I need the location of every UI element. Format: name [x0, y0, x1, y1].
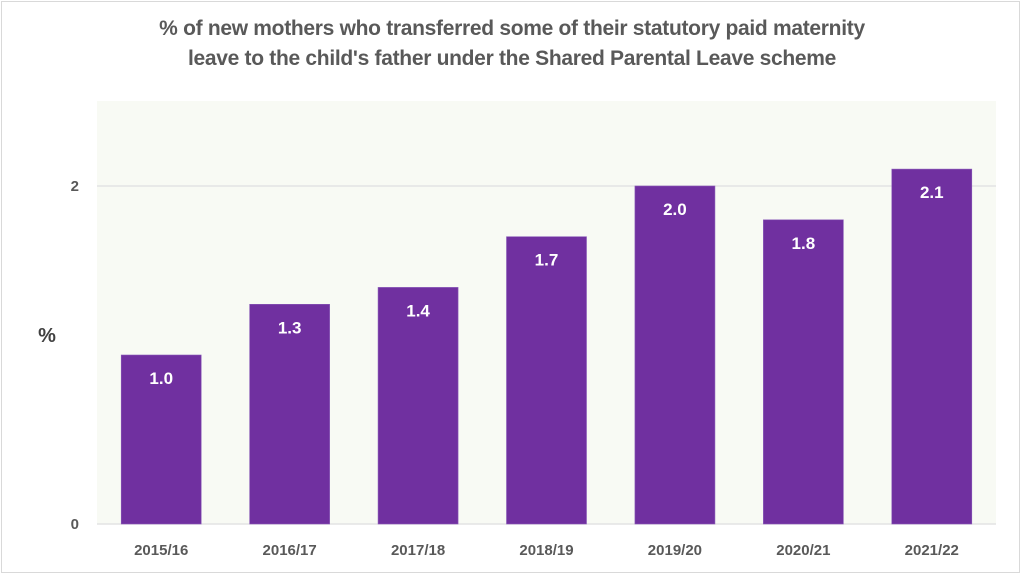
- bar-2015-16: [120, 354, 202, 525]
- bar-2016-17: [249, 303, 330, 525]
- y-axis-ticks: 02: [71, 178, 79, 533]
- data-label: 1.7: [535, 251, 559, 270]
- chart-title-line-2: leave to the child's father under the Sh…: [187, 47, 837, 70]
- data-label: 2.0: [663, 200, 687, 219]
- data-label: 1.4: [406, 301, 430, 320]
- data-label: 1.0: [149, 369, 173, 388]
- chart-title: % of new mothers who transferred some of…: [0, 14, 1024, 74]
- x-tick-label: 2016/17: [263, 542, 317, 559]
- data-labels: 1.0 1.3 1.4 1.7 2.0 1.8 2.1: [149, 183, 943, 388]
- x-tick-label: 2015/16: [134, 542, 188, 559]
- x-tick-label: 2018/19: [519, 542, 573, 559]
- data-label: 1.3: [278, 318, 302, 337]
- x-tick-label: 2020/21: [776, 542, 830, 559]
- x-tick-label: 2017/18: [391, 542, 445, 559]
- chart-title-line-1: % of new mothers who transferred some of…: [159, 17, 865, 40]
- y-axis-label: %: [38, 325, 56, 347]
- bar-2018-19: [506, 236, 587, 525]
- y-tick-label: 0: [71, 516, 79, 533]
- data-label: 2.1: [920, 183, 944, 202]
- x-axis-ticks: 2015/16 2016/17 2017/18 2018/19 2019/20 2020/…: [134, 542, 959, 559]
- data-label: 1.8: [792, 234, 816, 253]
- x-tick-label: 2019/20: [648, 542, 702, 559]
- bars: [120, 168, 973, 525]
- y-tick-label: 2: [71, 178, 79, 195]
- bar-2021-22: [891, 168, 973, 525]
- bar-2020-21: [763, 219, 844, 525]
- x-tick-label: 2021/22: [905, 542, 959, 559]
- bar-2019-20: [634, 185, 716, 525]
- bar-2017-18: [377, 287, 459, 525]
